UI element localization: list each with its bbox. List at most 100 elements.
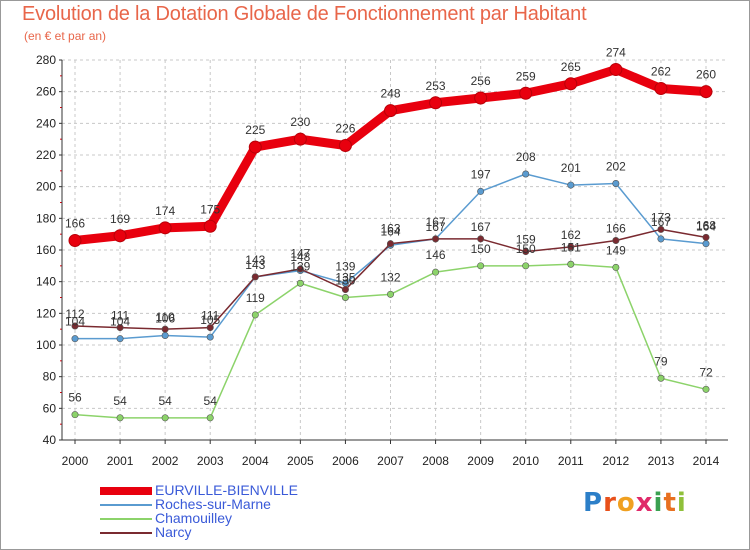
data-point [251,273,259,281]
data-point [474,91,488,105]
data-point [71,335,79,343]
logo-letter: t [663,488,677,518]
data-label: 256 [471,74,491,88]
legend-label-narcy: Narcy [155,524,192,540]
data-label: 163 [380,221,400,235]
data-label: 166 [65,217,85,231]
y-tick-label: 60 [43,401,57,415]
logo-letter: i [653,488,664,518]
data-point [567,181,575,189]
x-tick-label: 2002 [152,454,179,468]
data-point [702,233,710,241]
chart-subtitle: (en € et par an) [24,29,107,43]
data-label: 56 [68,391,82,405]
x-tick-label: 2005 [287,454,314,468]
data-label: 230 [290,115,310,129]
data-point [432,268,440,276]
data-label: 143 [245,253,265,267]
data-label: 173 [651,210,671,224]
data-point [609,63,623,76]
data-label: 130 [335,274,355,288]
x-tick-label: 2011 [558,454,584,468]
x-tick-label: 2006 [332,454,359,468]
legend-swatch-narcy [100,532,152,534]
data-point [68,234,82,247]
data-label: 159 [516,233,536,247]
data-label: 110 [156,310,175,324]
data-label: 54 [158,394,172,408]
x-tick-label: 2012 [603,454,630,468]
data-label: 262 [651,65,671,79]
data-point [293,132,307,146]
data-point [251,311,259,319]
logo-letter: i [676,488,687,518]
data-point [519,86,533,100]
y-tick-label: 280 [36,53,56,67]
data-label: 139 [290,259,310,273]
data-point [386,290,394,298]
data-label: 168 [696,218,716,232]
y-tick-label: 120 [36,306,56,320]
data-point [161,414,169,422]
data-label: 259 [516,69,536,83]
data-label: 253 [426,79,446,93]
data-label: 197 [471,167,491,181]
data-point [206,333,214,341]
data-label: 150 [471,242,491,256]
data-label: 166 [606,222,626,236]
data-point [341,293,349,301]
data-label: 260 [696,68,716,82]
data-point [657,235,665,243]
logo-letter: x [635,488,654,518]
data-label: 111 [111,309,130,323]
data-point [386,240,394,248]
data-point [296,279,304,287]
x-tick-label: 2008 [422,454,449,468]
data-point [384,104,397,118]
data-point [654,82,668,95]
y-tick-label: 160 [36,243,56,257]
data-label: 151 [561,240,581,254]
data-label: 265 [561,60,581,74]
data-point [296,265,304,273]
data-point [248,140,262,154]
data-label: 135 [335,271,355,285]
data-point [612,180,620,188]
data-label: 105 [200,313,220,327]
x-tick-label: 2007 [377,454,404,468]
data-point [699,85,713,99]
data-label: 164 [380,225,400,239]
data-label: 175 [200,202,220,216]
x-tick-label: 2013 [648,454,675,468]
logo-letter: r [603,488,617,518]
x-tick-label: 2004 [242,454,269,468]
data-label: 111 [201,309,220,323]
data-point [567,260,575,268]
data-point [206,414,214,422]
legend-swatch-roches [100,504,152,506]
x-tick-label: 2009 [467,454,494,468]
data-point [567,243,575,251]
x-tick-label: 2010 [512,454,539,468]
y-tick-label: 100 [36,338,56,352]
data-point [612,237,620,245]
data-point [657,374,665,382]
data-label: 208 [516,150,536,164]
logo-letter: o [616,488,636,518]
data-point [161,331,169,339]
data-label: 54 [204,394,218,408]
data-point [341,286,349,294]
y-tick-label: 220 [36,148,56,162]
proxiti-logo: Proxiti [583,488,687,518]
y-tick-label: 200 [36,180,56,194]
data-point [432,235,440,243]
y-tick-label: 260 [36,85,56,99]
data-label: 274 [606,46,626,60]
data-label: 143 [245,258,265,272]
data-point [113,229,127,243]
data-label: 79 [654,354,668,368]
data-point [522,262,530,270]
data-label: 162 [561,228,581,242]
data-point [161,325,169,333]
